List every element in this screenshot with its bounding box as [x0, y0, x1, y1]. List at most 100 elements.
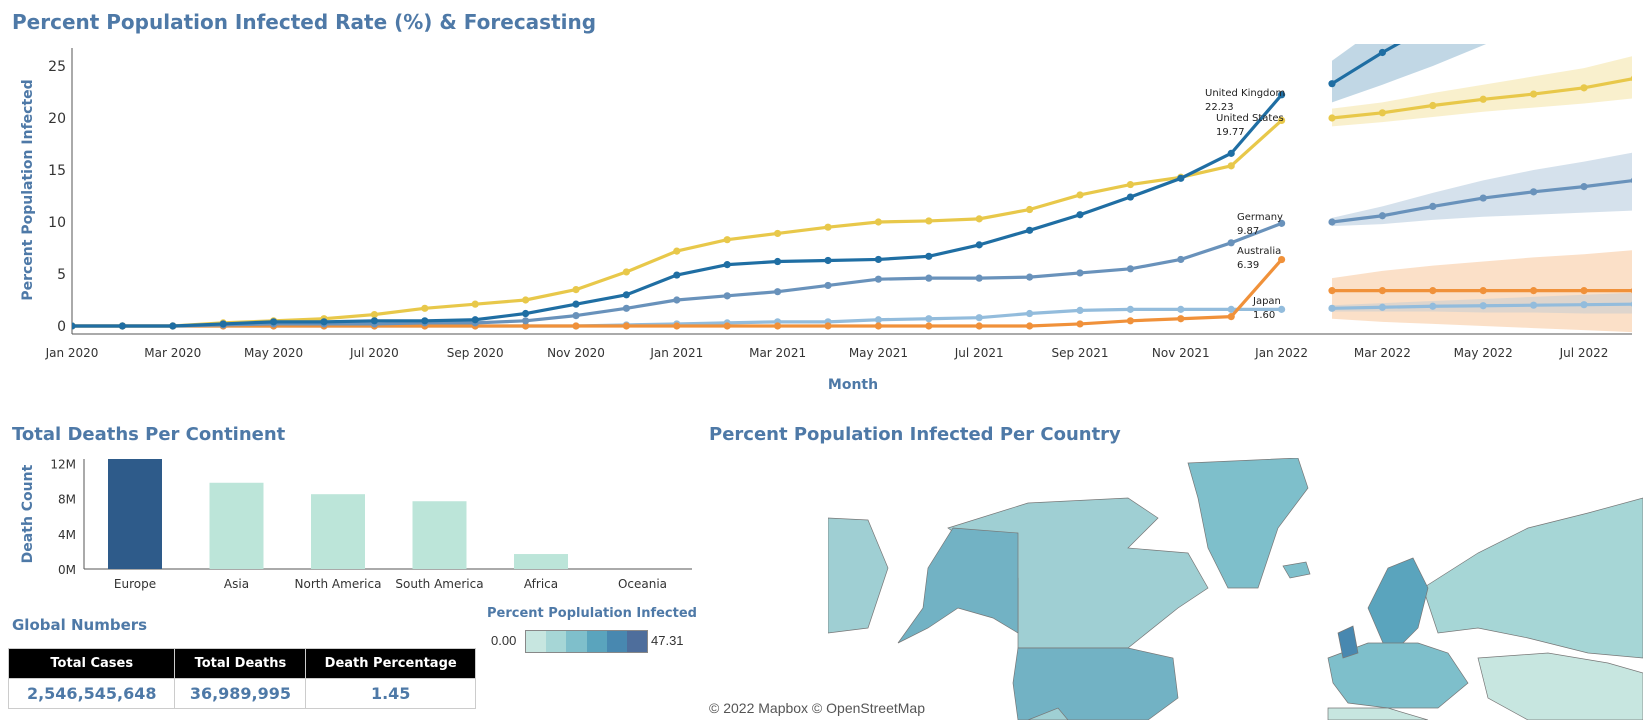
y-tick-label: 20	[48, 111, 66, 127]
map-country-iceland[interactable]	[1282, 561, 1311, 579]
y-tick-label: 10	[48, 215, 66, 231]
legend-swatch	[586, 631, 607, 652]
data-point	[874, 275, 883, 283]
legend-color-ramp	[525, 630, 648, 653]
data-point	[471, 300, 479, 308]
bar-y-tick-label: 4M	[58, 528, 76, 542]
global-numbers-table: Total Cases Total Deaths Death Percentag…	[7, 648, 476, 709]
y-axis-label: Percent Population Infected	[20, 79, 36, 300]
data-point	[925, 315, 933, 323]
annotation-value: 22.23	[1205, 102, 1234, 113]
data-point	[622, 304, 631, 312]
map-country-alaska[interactable]	[897, 527, 1019, 644]
forecast-point	[1378, 48, 1386, 57]
map-country-mexico[interactable]	[1027, 707, 1069, 720]
map-region-europe[interactable]	[1327, 642, 1469, 709]
bar-category-label: South America	[395, 577, 483, 591]
forecast-point	[1328, 304, 1336, 312]
forecast-point	[1328, 287, 1336, 295]
bar-category-label: Oceania	[618, 577, 667, 591]
map-region-north-africa[interactable]	[1327, 707, 1429, 720]
data-point	[975, 274, 983, 282]
data-point	[1177, 305, 1185, 313]
total-cases-value: 2,546,545,648	[7, 678, 176, 709]
map-country-uk[interactable]	[1337, 625, 1359, 659]
data-point	[1076, 191, 1084, 199]
bar-y-axis-label: Death Count	[20, 464, 36, 563]
data-point	[1126, 305, 1134, 313]
forecast-point	[1630, 75, 1632, 82]
bar-category-label: Africa	[524, 577, 558, 591]
data-point	[774, 229, 782, 238]
data-point	[723, 236, 731, 244]
data-point	[673, 247, 681, 255]
annotation-value: 6.39	[1237, 260, 1259, 271]
x-tick-label: May 2021	[849, 346, 908, 360]
data-point	[824, 223, 832, 231]
annotation-label: United States	[1216, 113, 1284, 124]
line-chart-title: Percent Population Infected Rate (%) & F…	[12, 10, 597, 34]
data-point	[874, 255, 883, 264]
map-land-west[interactable]	[828, 517, 889, 634]
data-point	[1026, 205, 1034, 214]
data-point	[522, 296, 530, 304]
map-country-usa[interactable]	[1012, 647, 1179, 720]
data-point	[1177, 255, 1185, 264]
forecast-point	[1328, 218, 1336, 226]
bar-chart-title: Total Deaths Per Continent	[12, 424, 286, 445]
data-point	[673, 322, 681, 330]
legend-swatch	[526, 631, 547, 652]
forecast-point	[1630, 287, 1632, 294]
legend-title: Percent Poplulation Infected	[487, 606, 697, 621]
world-map[interactable]	[828, 458, 1643, 720]
data-point	[622, 268, 631, 276]
data-point	[975, 241, 983, 249]
data-point	[975, 322, 983, 330]
data-point	[1126, 265, 1134, 273]
forecast-point	[1429, 287, 1437, 295]
annotation-value: 9.87	[1237, 226, 1259, 237]
data-point	[874, 218, 883, 226]
x-tick-label: Mar 2022	[1354, 346, 1411, 360]
data-point	[824, 281, 832, 290]
forecast-point	[1328, 114, 1336, 122]
forecast-point	[1429, 101, 1437, 110]
annotation-value: 1.60	[1253, 310, 1275, 321]
data-point	[774, 257, 782, 266]
legend-swatch	[626, 631, 648, 652]
map-region-central-asia[interactable]	[1477, 652, 1643, 720]
forecast-point	[1580, 84, 1588, 92]
forecast-point	[1378, 303, 1386, 311]
legend-swatch	[546, 631, 567, 652]
x-tick-label: Jan 2022	[1254, 346, 1308, 360]
data-point	[421, 304, 429, 312]
data-point	[673, 296, 681, 304]
bar-category-label: North America	[295, 577, 382, 591]
death-percentage-header: Death Percentage	[305, 648, 476, 679]
data-point	[1076, 306, 1084, 314]
forecast-point	[1479, 287, 1487, 295]
bar	[514, 554, 568, 569]
data-point	[1076, 320, 1084, 328]
y-tick-label: 15	[48, 163, 66, 179]
data-point	[723, 292, 731, 300]
x-tick-label: Jul 2022	[1559, 346, 1609, 360]
data-point	[1227, 149, 1235, 157]
data-point	[421, 317, 429, 325]
forecast-point	[1580, 287, 1588, 295]
data-point	[1177, 174, 1185, 182]
total-deaths-value: 36,989,995	[174, 678, 307, 709]
map-country-greenland[interactable]	[1187, 458, 1309, 589]
x-tick-label: Mar 2021	[749, 346, 806, 360]
global-numbers-title: Global Numbers	[12, 616, 148, 634]
forecast-point	[1378, 109, 1386, 117]
forecast-point	[1530, 287, 1538, 295]
forecast-point	[1429, 302, 1437, 310]
bar-y-tick-label: 12M	[50, 457, 76, 471]
x-tick-label: Sep 2021	[1052, 346, 1109, 360]
data-point	[572, 322, 580, 330]
data-point	[370, 317, 378, 325]
forecast-point	[1530, 90, 1538, 98]
map-country-russia[interactable]	[1422, 497, 1643, 659]
x-tick-label: Jan 2021	[649, 346, 703, 360]
